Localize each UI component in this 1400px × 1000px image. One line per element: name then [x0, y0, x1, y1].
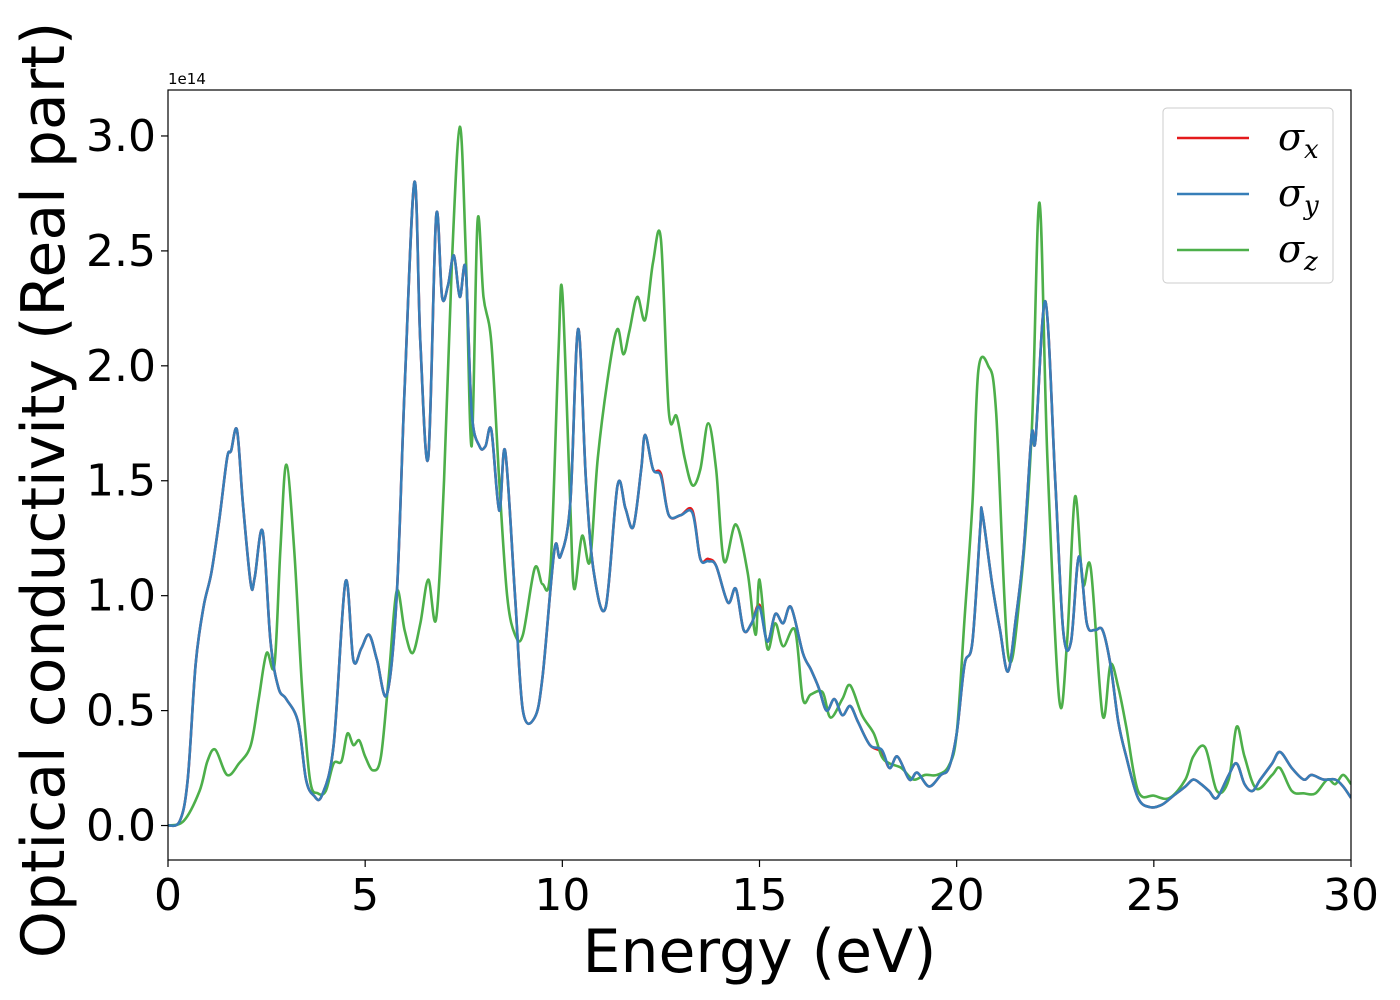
legend-label-z: σz — [1278, 227, 1318, 277]
series-line-y — [168, 180, 1351, 828]
series-layer — [168, 125, 1351, 828]
y-offset-text: 1e14 — [168, 70, 206, 88]
x-tick-label: 5 — [351, 870, 379, 921]
y-tick-label: 2.0 — [86, 341, 156, 392]
y-tick-label: 3.0 — [86, 111, 156, 162]
x-tick-label: 0 — [154, 870, 182, 921]
ticks-layer: 0 5 10 15 20 25 30 0.0 0.5 1.0 1.5 2.0 2.5 3.0 — [86, 111, 1379, 921]
y-axis-title: Optical conductivity (Real part) — [9, 22, 79, 959]
legend: σx σy σz — [1162, 107, 1334, 284]
x-tick-label: 30 — [1323, 870, 1379, 921]
x-axis-title: Energy (eV) — [583, 917, 937, 987]
y-tick-label: 1.5 — [86, 456, 156, 507]
series-line-z — [168, 125, 1351, 827]
x-tick-label: 25 — [1126, 870, 1182, 921]
legend-label-y: σy — [1278, 171, 1319, 221]
legend-label-x: σx — [1278, 115, 1319, 165]
y-tick-label: 2.5 — [86, 226, 156, 277]
x-tick-label: 20 — [929, 870, 985, 921]
y-tick-label: 1.0 — [86, 571, 156, 622]
x-tick-label: 15 — [732, 870, 788, 921]
x-tick-label: 10 — [534, 870, 590, 921]
legend-box — [1162, 107, 1334, 284]
y-tick-label: 0.5 — [86, 686, 156, 737]
y-tick-label: 0.0 — [86, 801, 156, 852]
